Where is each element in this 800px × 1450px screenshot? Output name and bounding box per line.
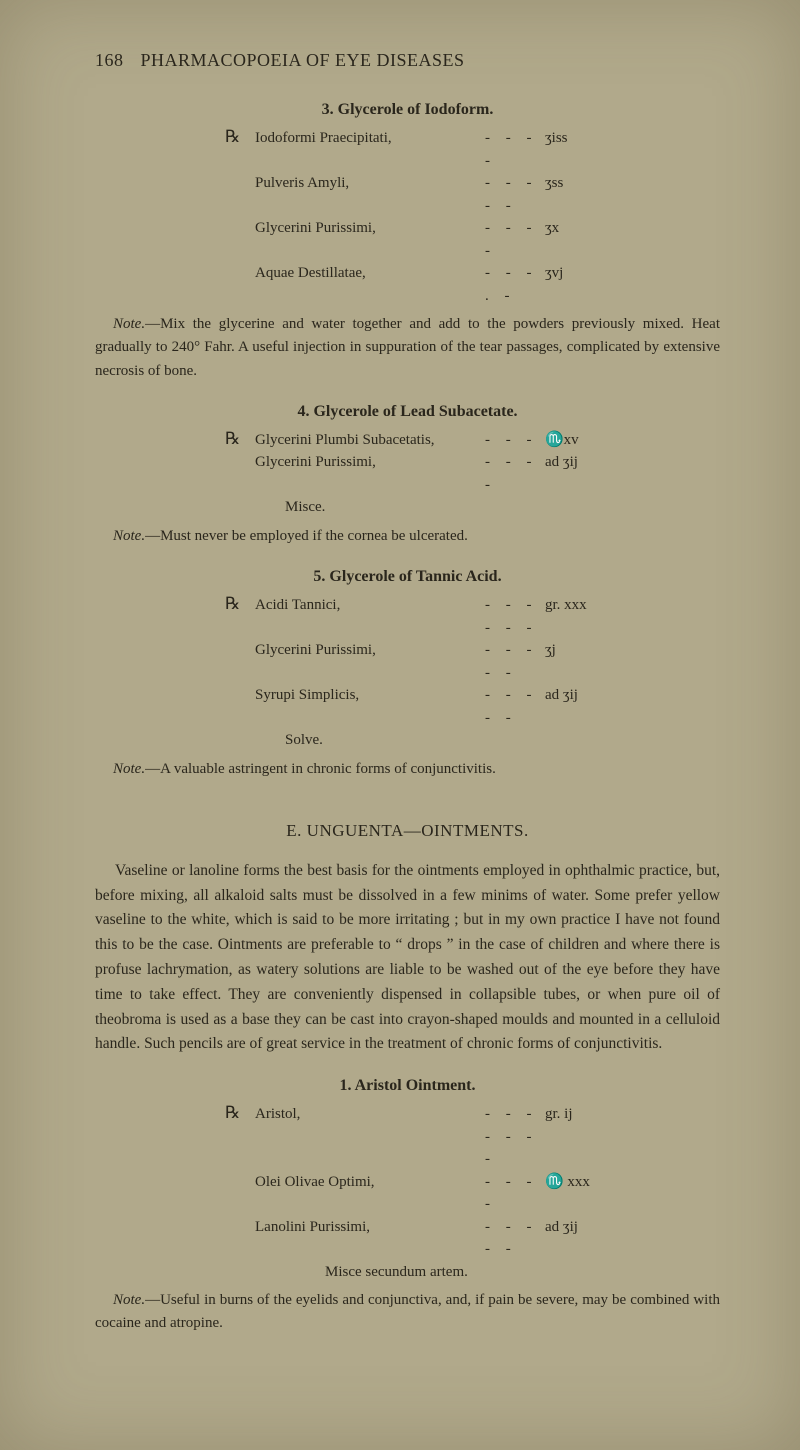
ingredient-qty: gr. ij [545, 1103, 605, 1171]
note-text: —A valuable astringent in chronic forms … [145, 761, 496, 777]
page-number: 168 [95, 50, 124, 71]
ingredient-row: Syrupi Simplicis, - - - - - ad ʒij [95, 684, 720, 729]
ingredient-dash: - - - - - [485, 639, 545, 684]
ingredient-row: Glycerini Purissimi, - - - - - ʒj [95, 639, 720, 684]
recipe-note: Note.—A valuable astringent in chronic f… [95, 758, 720, 781]
ingredient-dash: - - - - [485, 451, 545, 496]
ingredient-qty: ʒiss [545, 127, 605, 172]
ingredient-qty: ʒj [545, 639, 605, 684]
ingredient-row: Olei Olivae Optimi, - - - - ♏ xxx [95, 1171, 720, 1216]
ingredient-dash: - - - - [485, 1171, 545, 1216]
recipe-trailer: Misce. [95, 496, 720, 519]
note-label: Note. [113, 761, 145, 777]
ingredient-qty: ʒss [545, 172, 605, 217]
note-label: Note. [113, 316, 145, 332]
ingredient-qty: gr. xxx [545, 594, 605, 639]
note-text: —Mix the glycerine and water together an… [95, 316, 720, 379]
recipe-note: Note.—Mix the glycerine and water togeth… [95, 313, 720, 383]
recipe-note: Note.—Useful in burns of the eyelids and… [95, 1289, 720, 1336]
recipe-glycerole-lead: 4. Glycerole of Lead Subacetate. ℞ Glyce… [95, 403, 720, 548]
ingredient-dash: - - - - - - - [485, 1103, 545, 1171]
ingredient-dash: - - - - - - [485, 594, 545, 639]
ingredient-dash: - - - - - [485, 172, 545, 217]
ingredient-name: Glycerini Purissimi, [255, 217, 485, 262]
ingredient-dash: - - - - - [485, 684, 545, 729]
note-label: Note. [113, 1292, 145, 1308]
ingredient-qty: ʒx [545, 217, 605, 262]
running-head-text: PHARMACOPOEIA OF EYE DISEASES [141, 50, 465, 70]
recipe-trailer: Misce secundum artem. [95, 1261, 720, 1284]
ingredient-dash: - - - - [485, 217, 545, 262]
ingredient-name: Pulveris Amyli, [255, 172, 485, 217]
recipe-title: 1. Aristol Ointment. [95, 1077, 720, 1095]
recipe-title: 3. Glycerole of Iodoform. [95, 101, 720, 119]
ingredient-row: Aquae Destillatae, - - - . - ʒvj [95, 262, 720, 307]
rx-symbol: ℞ [225, 429, 240, 449]
ingredient-row: Lanolini Purissimi, - - - - - ad ʒij [95, 1216, 720, 1261]
note-text: —Useful in burns of the eyelids and conj… [95, 1292, 720, 1331]
recipe-note: Note.—Must never be employed if the corn… [95, 525, 720, 548]
ingredient-name: Glycerini Purissimi, [255, 639, 485, 684]
recipe-title: 5. Glycerole of Tannic Acid. [95, 568, 720, 586]
ingredient-row: Glycerini Purissimi, - - - - ad ʒij [95, 451, 720, 496]
ingredient-row: Pulveris Amyli, - - - - - ʒss [95, 172, 720, 217]
ingredient-row: Aristol, - - - - - - - gr. ij [95, 1103, 720, 1171]
section-paragraph: Vaseline or lanoline forms the best basi… [95, 859, 720, 1057]
running-head: 168 PHARMACOPOEIA OF EYE DISEASES [95, 50, 720, 71]
recipe-glycerole-iodoform: 3. Glycerole of Iodoform. ℞ Iodoformi Pr… [95, 101, 720, 383]
ingredient-name: Glycerini Purissimi, [255, 451, 485, 496]
ingredient-name: Glycerini Plumbi Subacetatis, [255, 429, 485, 452]
ingredient-dash: - - - - - [485, 1216, 545, 1261]
ingredient-row: Glycerini Purissimi, - - - - ʒx [95, 217, 720, 262]
ingredient-row: Glycerini Plumbi Subacetatis, - - - ♏xv [95, 429, 720, 452]
rx-symbol: ℞ [225, 127, 240, 147]
recipe-glycerole-tannic: 5. Glycerole of Tannic Acid. ℞ Acidi Tan… [95, 568, 720, 781]
ingredient-row: Acidi Tannici, - - - - - - gr. xxx [95, 594, 720, 639]
ingredient-dash: - - - - [485, 127, 545, 172]
ingredient-name: Olei Olivae Optimi, [255, 1171, 485, 1216]
section-heading: E. UNGUENTA—OINTMENTS. [95, 821, 720, 841]
ingredient-row: Iodoformi Praecipitati, - - - - ʒiss [95, 127, 720, 172]
recipe-title: 4. Glycerole of Lead Subacetate. [95, 403, 720, 421]
rx-symbol: ℞ [225, 594, 240, 614]
recipe-trailer: Solve. [95, 729, 720, 752]
note-text: —Must never be employed if the cornea be… [145, 528, 468, 544]
ingredient-name: Aristol, [255, 1103, 485, 1171]
rx-symbol: ℞ [225, 1103, 240, 1123]
ingredient-qty: ♏ xxx [545, 1171, 605, 1216]
ingredient-qty: ad ʒij [545, 451, 605, 496]
ingredient-qty: ad ʒij [545, 684, 605, 729]
ingredient-qty: ad ʒij [545, 1216, 605, 1261]
page: 168 PHARMACOPOEIA OF EYE DISEASES 3. Gly… [0, 0, 800, 1450]
note-label: Note. [113, 528, 145, 544]
recipe-aristol-ointment: 1. Aristol Ointment. ℞ Aristol, - - - - … [95, 1077, 720, 1336]
ingredient-dash: - - - . - [485, 262, 545, 307]
ingredient-name: Lanolini Purissimi, [255, 1216, 485, 1261]
ingredient-name: Acidi Tannici, [255, 594, 485, 639]
ingredient-name: Syrupi Simplicis, [255, 684, 485, 729]
ingredient-dash: - - - [485, 429, 545, 452]
ingredient-name: Aquae Destillatae, [255, 262, 485, 307]
ingredient-qty: ʒvj [545, 262, 605, 307]
ingredient-name: Iodoformi Praecipitati, [255, 127, 485, 172]
ingredient-qty: ♏xv [545, 429, 605, 452]
